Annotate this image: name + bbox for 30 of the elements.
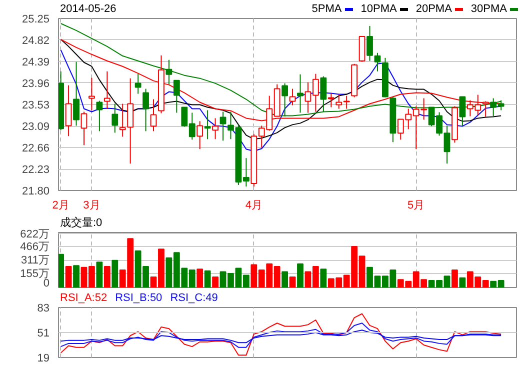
y-tick-label: 466万 xyxy=(20,240,50,253)
text: RSI_B:50 xyxy=(115,292,162,304)
y-tick-label: 22.66 xyxy=(22,142,50,155)
legend-label: 30PMA xyxy=(470,3,507,15)
y-tick-label: 51 xyxy=(37,328,50,340)
legend-label: 10PMA xyxy=(360,3,397,15)
legend-label: 5PMA xyxy=(312,3,342,15)
x-tick-label: 2月 xyxy=(52,200,70,212)
text: RSI_A:52 xyxy=(60,292,108,304)
chart-title: 成交量:0 xyxy=(60,217,102,229)
y-tick-label: 19 xyxy=(37,352,50,364)
y-tick-label: 21.80 xyxy=(22,186,50,198)
y-tick-label: 24.82 xyxy=(22,34,50,47)
x-tick-label: 4月 xyxy=(245,200,262,212)
y-tick-label: 83 xyxy=(37,302,50,314)
y-tick-label: 622万 xyxy=(20,228,50,240)
y-tick-label: 23.53 xyxy=(22,99,50,112)
y-tick-label: 155万 xyxy=(20,268,50,280)
x-tick-label: 3月 xyxy=(83,200,100,212)
legend-label: 20PMA xyxy=(416,3,452,15)
y-tick-label: 0 xyxy=(43,278,50,290)
chart-title: 2014-05-26 xyxy=(60,3,116,15)
y-tick-label: 23.09 xyxy=(22,121,50,134)
text: RSI_C:49 xyxy=(170,292,218,304)
y-tick-label: 24.39 xyxy=(22,56,50,68)
x-tick-label: 5月 xyxy=(408,200,425,212)
y-tick-label: 25.25 xyxy=(22,14,50,26)
y-tick-label: 22.23 xyxy=(22,164,50,176)
y-tick-label: 23.96 xyxy=(22,78,50,90)
y-tick-label: 311万 xyxy=(20,254,50,266)
